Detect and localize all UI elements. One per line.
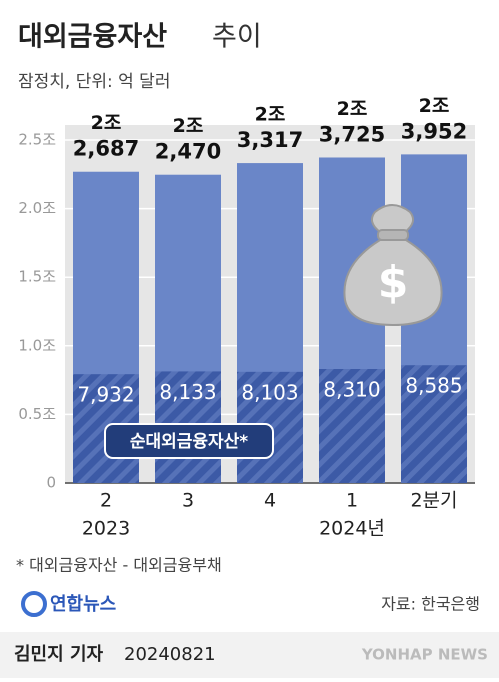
value-label: 2,687 <box>73 137 139 161</box>
author: 김민지 기자 <box>14 644 104 665</box>
date: 20240821 <box>124 644 216 665</box>
svg-text:$: $ <box>378 257 409 308</box>
x-tick-label: 2분기 <box>410 490 457 512</box>
y-tick-label: 0 <box>46 474 56 492</box>
logo: 연합뉴스 <box>50 593 116 615</box>
value-label: 3,725 <box>319 122 385 146</box>
y-tick-label: 1.5조 <box>18 268 56 286</box>
y-tick-label: 2.5조 <box>18 131 56 149</box>
footnote: * 대외금융자산 - 대외금융부채 <box>16 556 222 575</box>
net-value-label: 8,103 <box>241 380 298 404</box>
value-label-unit: 2조 <box>337 98 368 120</box>
watermark: YONHAP NEWS <box>361 646 488 664</box>
x-tick-label: 2 <box>100 490 112 512</box>
x-year-label: 2023 <box>82 518 130 540</box>
value-label-unit: 2조 <box>173 115 204 137</box>
source: 자료: 한국은행 <box>381 595 480 614</box>
chart-title-suffix: 추이 <box>212 22 262 53</box>
logo-icon <box>21 591 47 617</box>
value-label-unit: 2조 <box>91 112 122 134</box>
value-label: 2,470 <box>155 140 221 164</box>
subtitle: 잠정치, 단위: 억 달러 <box>18 72 170 92</box>
net-value-label: 7,932 <box>77 383 134 407</box>
chart-title: 대외금융자산 <box>18 22 167 53</box>
value-label-unit: 2조 <box>255 104 286 126</box>
legend-label: 순대외금융자산* <box>130 432 248 452</box>
x-tick-label: 4 <box>264 490 276 512</box>
money-bag-icon: $ <box>343 204 443 327</box>
x-tick-label: 1 <box>346 490 358 512</box>
net-bar <box>401 365 467 483</box>
y-tick-label: 0.5조 <box>18 405 56 423</box>
value-label: 3,317 <box>237 128 303 152</box>
footer-bar <box>0 632 499 678</box>
x-tick-label: 3 <box>182 490 194 512</box>
x-year-label: 2024년 <box>319 518 385 540</box>
net-bar <box>319 368 385 483</box>
net-value-label: 8,310 <box>323 377 380 401</box>
value-label-unit: 2조 <box>419 95 450 117</box>
value-label: 3,952 <box>401 119 467 143</box>
y-tick-label: 1.0조 <box>18 336 56 354</box>
legend-box <box>104 423 274 459</box>
net-value-label: 8,133 <box>159 380 216 404</box>
net-value-label: 8,585 <box>405 374 462 398</box>
y-tick-label: 2.0조 <box>18 199 56 217</box>
